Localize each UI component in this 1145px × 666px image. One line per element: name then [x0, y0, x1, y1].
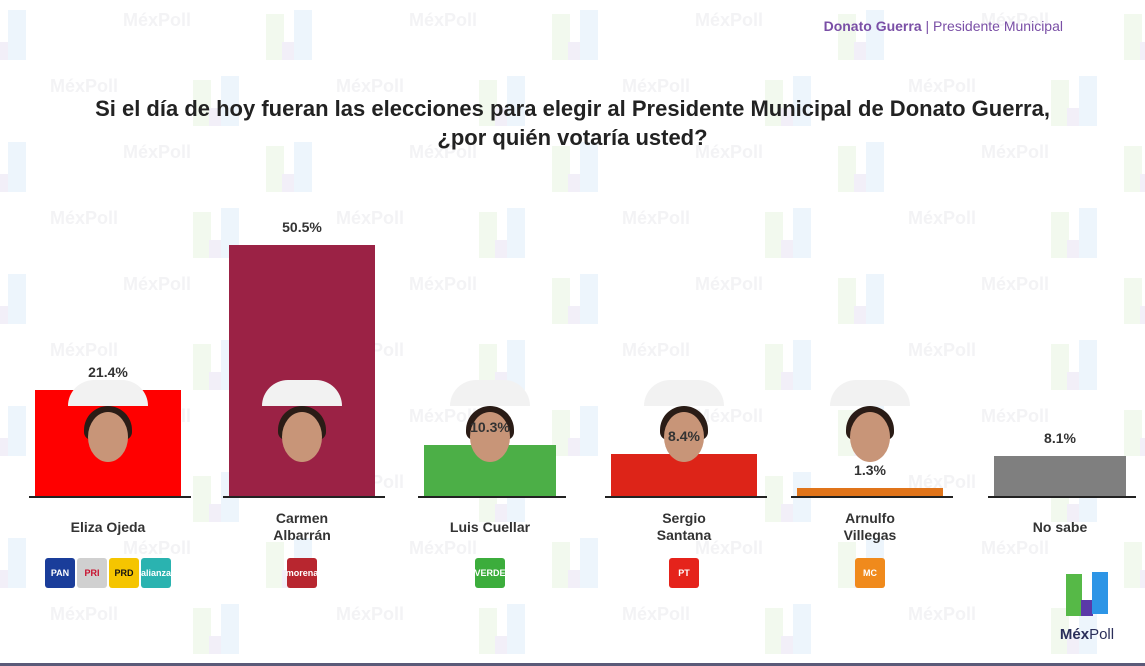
watermark-logo-icon — [0, 274, 30, 324]
party-logos: MC — [800, 558, 940, 590]
value-label: 21.4% — [88, 364, 128, 380]
watermark-logo-icon — [479, 604, 529, 654]
watermark-text: MéxPoll — [409, 274, 478, 294]
watermark-logo-icon — [838, 274, 888, 324]
watermark-logo-icon — [1124, 406, 1145, 456]
watermark-text: MéxPoll — [695, 274, 764, 294]
watermark-logo-icon — [552, 406, 602, 456]
candidate-name: Luis Cuellar — [449, 519, 531, 535]
watermark-logo-icon — [266, 10, 316, 60]
candidate-name: Sergio Santana — [656, 510, 712, 543]
bottom-border — [0, 663, 1145, 666]
brand-logo: MéxPoll — [1052, 572, 1122, 643]
watermark-text: MéxPoll — [123, 274, 192, 294]
watermark-logo-icon — [552, 10, 602, 60]
baseline — [29, 496, 191, 498]
watermark-text: MéxPoll — [908, 340, 977, 360]
watermark-text: MéxPoll — [123, 10, 192, 30]
watermark-text: MéxPoll — [981, 274, 1050, 294]
municipality-label: Donato Guerra — [823, 18, 922, 34]
header-tag: Donato Guerra | Presidente Municipal — [824, 18, 1063, 34]
watermark-text: MéxPoll — [622, 208, 691, 228]
value-label: 1.3% — [854, 462, 886, 478]
watermark-logo-icon — [0, 10, 30, 60]
watermark-logo-icon — [193, 604, 243, 654]
watermark-text: MéxPoll — [908, 604, 977, 624]
party-logo-mc-icon: MC — [855, 558, 885, 588]
candidate-name: No sabe — [1032, 519, 1088, 535]
separator: | — [925, 18, 930, 34]
watermark-text: MéxPoll — [50, 208, 119, 228]
baseline — [988, 496, 1136, 498]
party-logo-alianza-icon: alianza — [141, 558, 171, 588]
watermark-logo-icon — [0, 406, 30, 456]
mexpoll-logo-icon — [1064, 572, 1110, 616]
value-label: 50.5% — [282, 219, 322, 235]
candidate-name: Eliza Ojeda — [70, 519, 146, 535]
watermark-logo-icon — [1124, 10, 1145, 60]
watermark-logo-icon — [552, 274, 602, 324]
watermark-logo-icon — [479, 208, 529, 258]
party-logo-pan-icon: PAN — [45, 558, 75, 588]
party-logo-pri-icon: PRI — [77, 558, 107, 588]
watermark-text: MéxPoll — [123, 538, 192, 558]
baseline — [791, 496, 953, 498]
party-logos: morena — [232, 558, 372, 590]
watermark-text: MéxPoll — [695, 10, 764, 30]
watermark-logo-icon — [1124, 142, 1145, 192]
watermark-text: MéxPoll — [409, 538, 478, 558]
chart-title: Si el día de hoy fueran las elecciones p… — [95, 96, 1050, 150]
party-logo-prd-icon: PRD — [109, 558, 139, 588]
brand-name: MéxPoll — [1059, 626, 1115, 643]
bar-6 — [994, 456, 1126, 496]
candidate-name: Carmen Albarrán — [273, 510, 331, 543]
office-label: Presidente Municipal — [933, 18, 1063, 34]
party-logos: VERDE — [420, 558, 560, 590]
watermark-text: MéxPoll — [336, 604, 405, 624]
baseline — [223, 496, 385, 498]
watermark-text: MéxPoll — [622, 604, 691, 624]
bar-5 — [797, 488, 943, 496]
watermark-text: MéxPoll — [981, 406, 1050, 426]
watermark-logo-icon — [0, 538, 30, 588]
watermark-logo-icon — [765, 208, 815, 258]
watermark-text: MéxPoll — [908, 208, 977, 228]
party-logo-verde-icon: VERDE — [475, 558, 506, 588]
value-label: 10.3% — [470, 419, 510, 435]
watermark-text: MéxPoll — [409, 10, 478, 30]
party-logos: PT — [614, 558, 754, 590]
watermark-logo-icon — [765, 604, 815, 654]
watermark-text: MéxPoll — [50, 604, 119, 624]
watermark-logo-icon — [1124, 274, 1145, 324]
watermark-text: MéxPoll — [622, 340, 691, 360]
party-logo-morena-icon: morena — [286, 558, 318, 588]
party-logo-pt-icon: PT — [669, 558, 699, 588]
watermark-logo-icon — [765, 340, 815, 390]
value-label: 8.4% — [668, 428, 700, 444]
party-logos: PAN PRI PRD alianza — [38, 558, 178, 590]
candidate-name: Arnulfo Villegas — [843, 510, 897, 543]
watermark-logo-icon — [1051, 340, 1101, 390]
value-label: 8.1% — [1044, 430, 1076, 446]
watermark-logo-icon — [1051, 208, 1101, 258]
watermark-text: MéxPoll — [981, 538, 1050, 558]
watermark-logo-icon — [0, 142, 30, 192]
watermark-text: MéxPoll — [50, 340, 119, 360]
baseline — [418, 496, 566, 498]
baseline — [605, 496, 767, 498]
